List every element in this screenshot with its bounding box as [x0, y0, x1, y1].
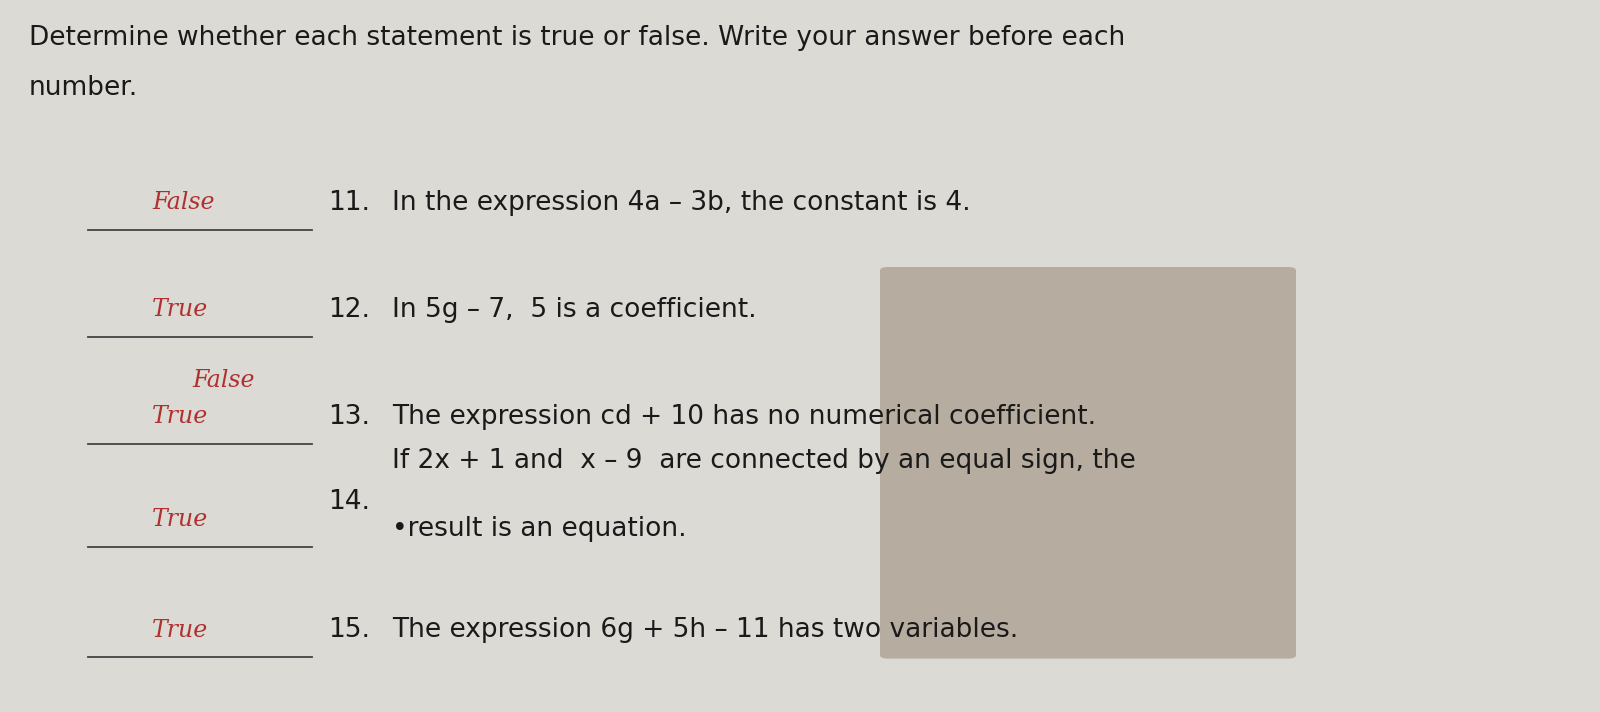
Text: True: True: [152, 298, 208, 321]
Text: False: False: [152, 192, 214, 214]
Text: 15.: 15.: [328, 617, 370, 643]
Text: In 5g – 7,  5 is a coefficient.: In 5g – 7, 5 is a coefficient.: [392, 297, 757, 323]
Text: 11.: 11.: [328, 190, 370, 216]
Text: 14.: 14.: [328, 489, 370, 515]
Text: Determine whether each statement is true or false. Write your answer before each: Determine whether each statement is true…: [29, 25, 1125, 51]
Text: If 2x + 1 and  x – 9  are connected by an equal sign, the: If 2x + 1 and x – 9 are connected by an …: [392, 448, 1136, 473]
Text: •result is an equation.: •result is an equation.: [392, 516, 686, 542]
Text: True: True: [152, 508, 208, 531]
Text: True: True: [152, 619, 208, 642]
Text: The expression 6g + 5h – 11 has two variables.: The expression 6g + 5h – 11 has two vari…: [392, 617, 1018, 643]
Text: False: False: [192, 370, 254, 392]
Text: True: True: [152, 405, 208, 428]
FancyBboxPatch shape: [880, 267, 1296, 659]
Text: 13.: 13.: [328, 404, 370, 429]
Text: In the expression 4a – 3b, the constant is 4.: In the expression 4a – 3b, the constant …: [392, 190, 971, 216]
Text: 12.: 12.: [328, 297, 370, 323]
Text: The expression cd + 10 has no numerical coefficient.: The expression cd + 10 has no numerical …: [392, 404, 1096, 429]
Text: number.: number.: [29, 75, 138, 101]
